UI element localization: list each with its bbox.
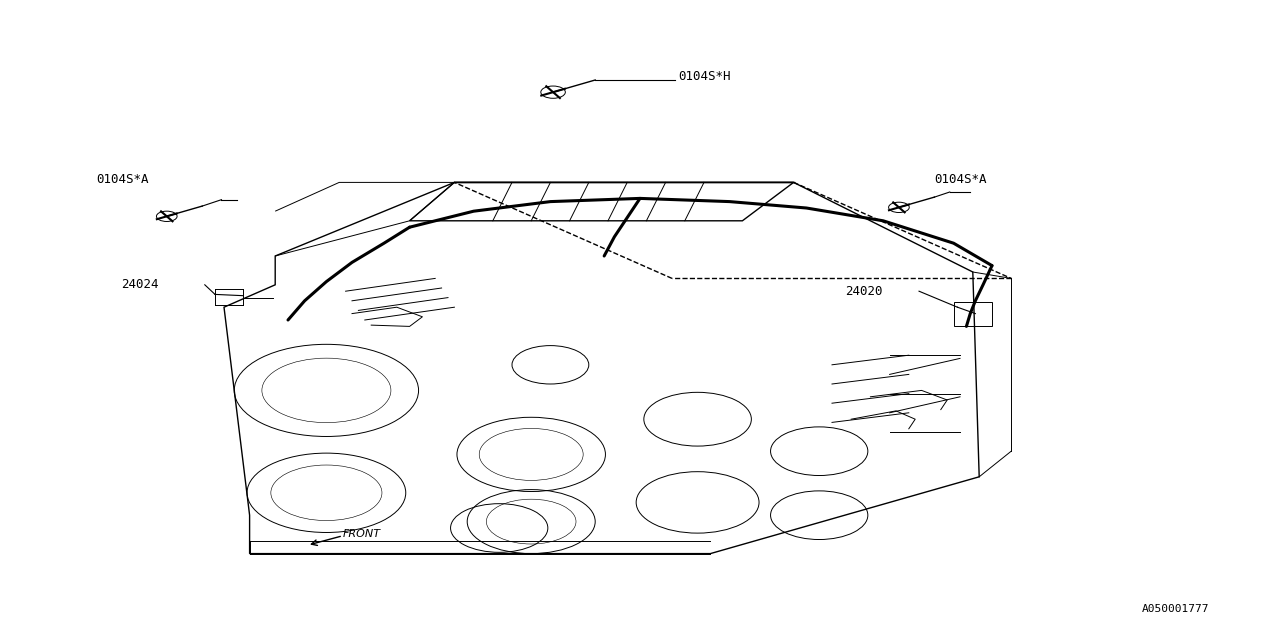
Text: 0104S*A: 0104S*A	[96, 173, 148, 186]
Text: 24020: 24020	[845, 285, 882, 298]
Text: 24024: 24024	[122, 278, 159, 291]
Text: A050001777: A050001777	[1142, 604, 1210, 614]
Text: 0104S*H: 0104S*H	[678, 70, 731, 83]
Text: FRONT: FRONT	[343, 529, 381, 540]
Text: 0104S*A: 0104S*A	[934, 173, 987, 186]
